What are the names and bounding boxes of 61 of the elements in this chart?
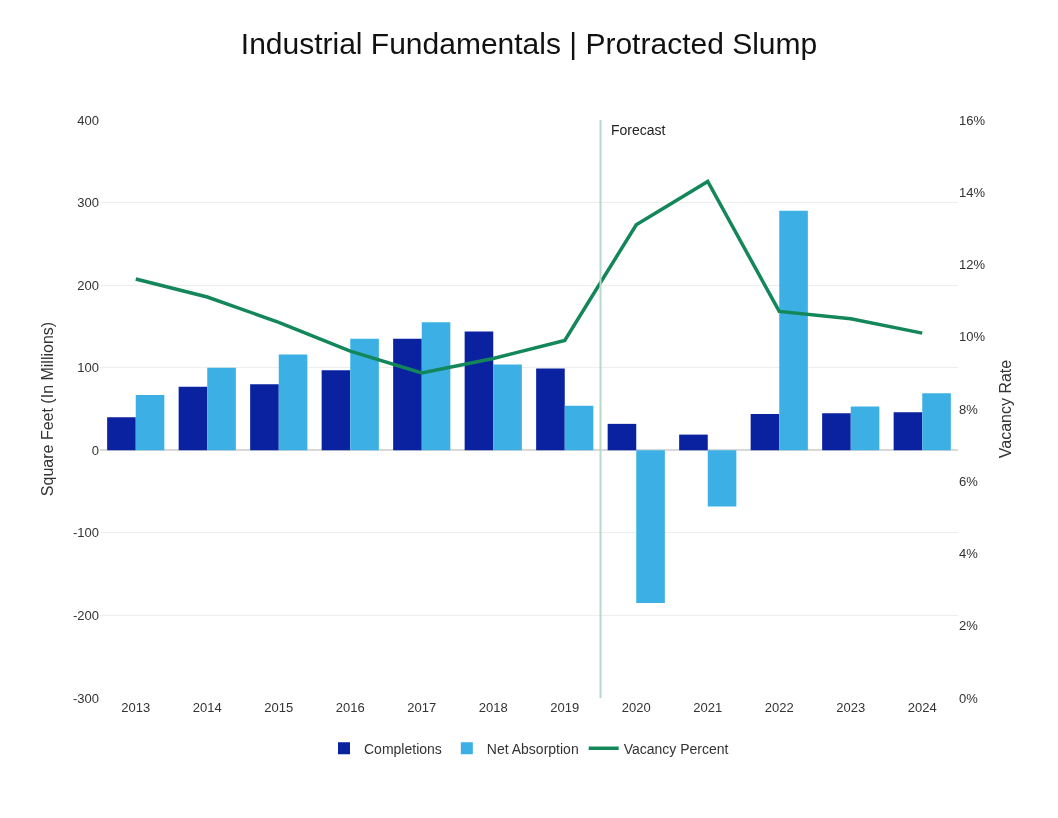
x-tick-label: 2023 — [836, 700, 866, 715]
bar — [207, 367, 236, 451]
y2-tick-label: 14% — [959, 184, 986, 200]
bar — [779, 210, 808, 451]
y-tick-label: 300 — [77, 195, 99, 211]
bar — [707, 450, 737, 507]
bar — [393, 338, 422, 451]
legend-label: Net Absorption — [486, 740, 579, 757]
x-tick-label: 2022 — [764, 700, 794, 715]
bar — [421, 322, 451, 451]
legend-label: Completions — [364, 740, 442, 757]
bar — [321, 370, 351, 451]
bar — [922, 393, 951, 451]
x-tick-label: 2021 — [693, 700, 723, 715]
chart-title: Industrial Fundamentals | Protracted Slump — [240, 26, 818, 60]
y-tick-label: -200 — [72, 607, 99, 623]
y2-tick-label: 4% — [959, 546, 979, 562]
y2-axis-title: Vacancy Rate — [997, 359, 1015, 459]
x-tick-label: 2019 — [550, 700, 580, 715]
x-tick-label: 2013 — [121, 700, 151, 715]
y2-tick-label: 10% — [959, 329, 986, 345]
bar — [107, 417, 136, 451]
bar — [350, 338, 379, 451]
y2-tick-label: 6% — [959, 473, 979, 489]
y2-tick-label: 2% — [959, 618, 979, 634]
bar — [750, 413, 780, 451]
bar — [536, 368, 565, 451]
bar — [564, 405, 594, 451]
y2-tick-label: 8% — [959, 401, 979, 417]
bar — [464, 331, 494, 451]
y2-tick-label: 0% — [959, 690, 979, 706]
x-tick-label: 2014 — [192, 700, 222, 715]
y2-tick-label: 12% — [959, 257, 986, 273]
y-tick-label: 400 — [77, 112, 99, 128]
x-tick-label: 2015 — [264, 700, 294, 715]
y-tick-label: -100 — [72, 525, 99, 541]
x-tick-label: 2018 — [478, 700, 508, 715]
bar — [278, 354, 308, 451]
bar — [850, 406, 880, 451]
x-tick-label: 2020 — [621, 700, 651, 715]
x-tick-label: 2017 — [407, 700, 437, 715]
y-tick-label: 0 — [91, 442, 99, 458]
ref-line-label: Forecast — [611, 122, 666, 138]
line-series — [134, 179, 924, 375]
x-tick-label: 2016 — [335, 700, 365, 715]
bar — [636, 450, 665, 604]
bar — [250, 384, 279, 451]
y-axis-title: Square Feet (In Millions) — [38, 321, 56, 497]
y-tick-label: 100 — [77, 360, 99, 376]
bar — [607, 423, 637, 451]
y2-tick-label: 16% — [959, 112, 986, 128]
bar — [493, 364, 522, 451]
legend-label: Vacancy Percent — [623, 740, 729, 757]
bar — [135, 394, 165, 451]
y-tick-label: 200 — [77, 277, 99, 293]
y-tick-label: -300 — [72, 690, 99, 706]
bar — [822, 413, 851, 451]
x-tick-label: 2024 — [907, 700, 937, 715]
bar — [178, 386, 208, 451]
bar — [679, 434, 708, 451]
bar — [893, 412, 923, 451]
